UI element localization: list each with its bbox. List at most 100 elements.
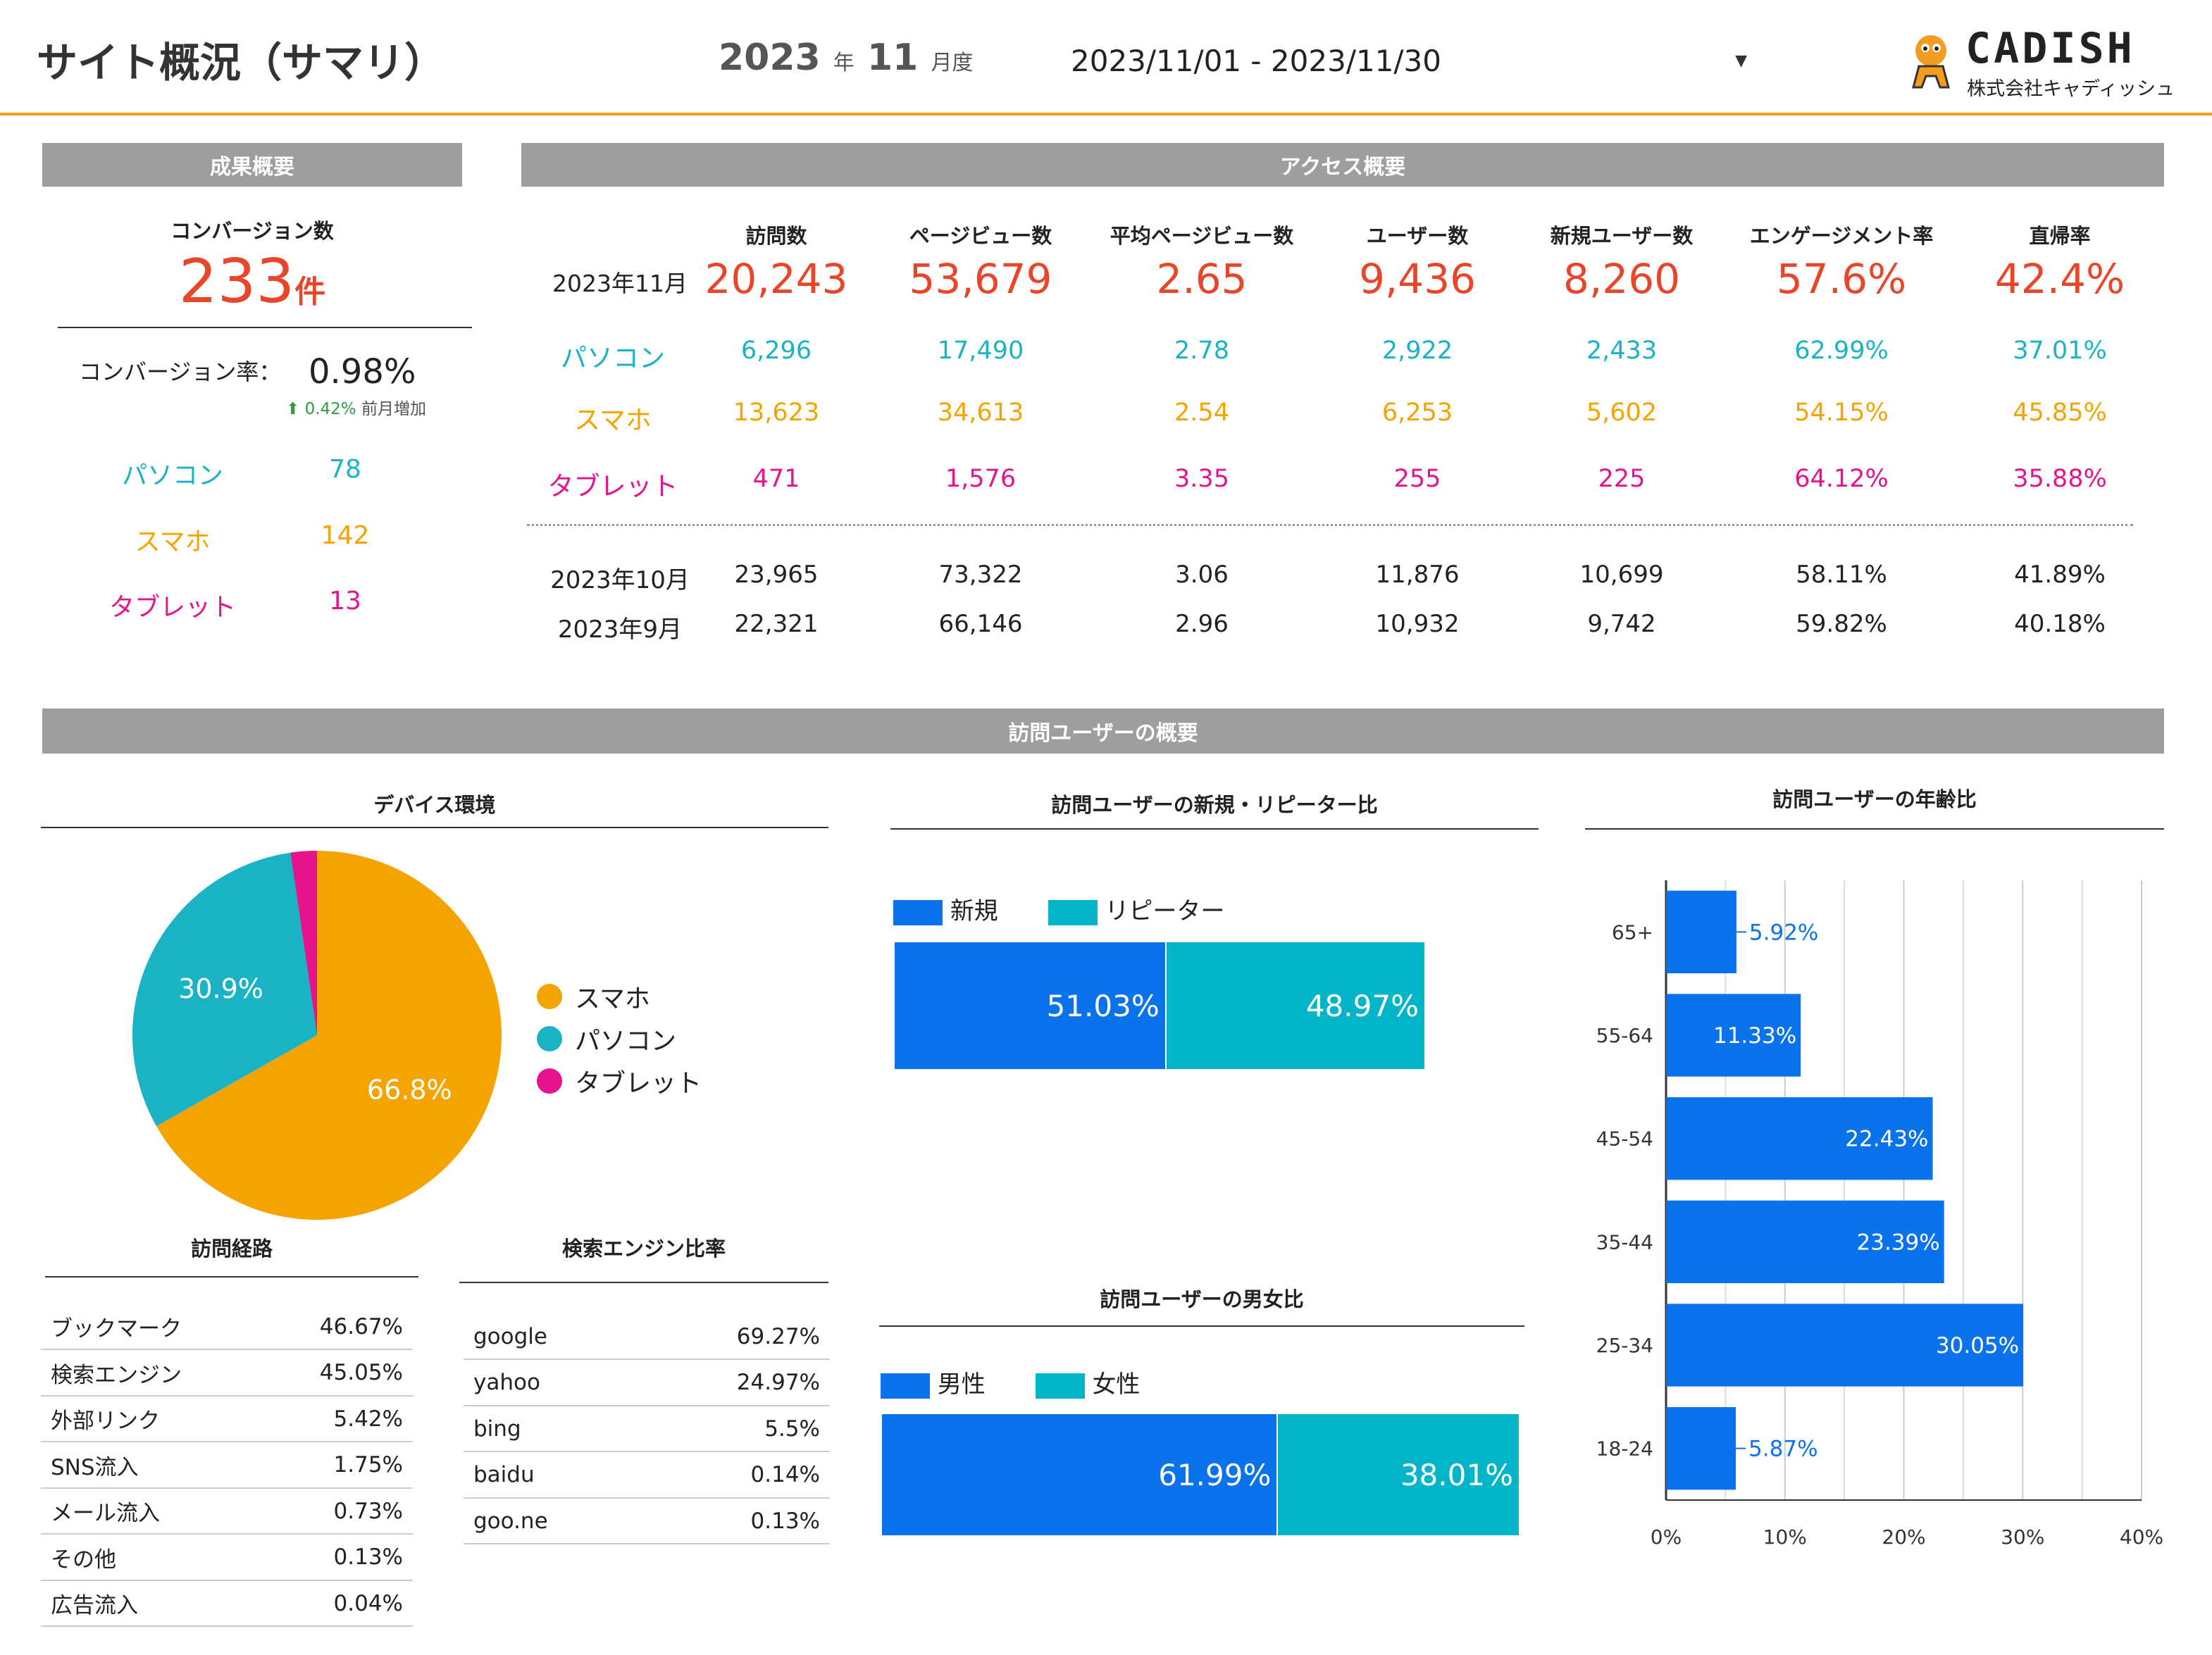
access-device-value: 64.12% bbox=[1794, 465, 1889, 493]
route-value: 45.05% bbox=[319, 1360, 403, 1385]
legend-label-new: 新規 bbox=[950, 897, 998, 925]
newrep-legend: 新規 リピーター bbox=[893, 892, 1224, 926]
cv-device-value-pc: 78 bbox=[329, 455, 361, 484]
mascot-icon bbox=[1912, 35, 1950, 89]
engine-value: 5.5% bbox=[764, 1416, 820, 1442]
newrep-stacked-bar: 51.03% 48.97% bbox=[895, 942, 1424, 1069]
device-chart-title: デバイス環境 bbox=[373, 793, 496, 817]
cvr-change-label: 前月増加 bbox=[361, 400, 426, 418]
age-category-label: 45-54 bbox=[1596, 1128, 1653, 1151]
stacked-bar-label: 51.03% bbox=[1046, 988, 1160, 1023]
age-bar-label: 5.87% bbox=[1748, 1437, 1818, 1462]
legend-label-female: 女性 bbox=[1092, 1370, 1141, 1399]
access-device-value: 6,296 bbox=[740, 337, 812, 365]
arrow-up-icon: ⬆ bbox=[286, 400, 300, 418]
year-value: 2023 bbox=[719, 37, 821, 79]
month-unit: 月度 bbox=[931, 51, 974, 75]
legend-label-tablet: タブレット bbox=[575, 1069, 702, 1098]
access-prev-label: 2023年9月 bbox=[557, 616, 683, 644]
route-row: 外部リンク 5.42% bbox=[41, 1397, 413, 1442]
legend-swatch-repeater bbox=[1048, 899, 1098, 925]
route-value: 46.67% bbox=[319, 1313, 403, 1339]
access-divider bbox=[527, 524, 2133, 526]
age-bar-label: 22.43% bbox=[1845, 1127, 1928, 1152]
date-range-selector[interactable]: 2023/11/01 - 2023/11/30 ▼ bbox=[1071, 39, 1747, 82]
route-name: SNS流入 bbox=[51, 1454, 139, 1480]
stacked-bar-segment: 61.99% bbox=[882, 1414, 1277, 1535]
engine-name: goo.ne bbox=[473, 1508, 548, 1534]
cv-device-value-sp: 142 bbox=[321, 521, 370, 550]
engine-value: 0.14% bbox=[750, 1462, 820, 1487]
age-bar bbox=[1666, 1407, 1736, 1490]
access-prev-value: 10,932 bbox=[1375, 610, 1460, 638]
stacked-bar-segment: 38.01% bbox=[1276, 1414, 1519, 1535]
access-device-label: スマホ bbox=[574, 405, 652, 435]
cv-device-label-tb: タブレット bbox=[108, 593, 236, 622]
age-bar bbox=[1666, 1097, 1933, 1180]
access-device-value: 471 bbox=[752, 465, 800, 493]
access-current-value: 42.4% bbox=[1994, 255, 2125, 303]
age-x-tick: 20% bbox=[1882, 1525, 1925, 1549]
engine-name: baidu bbox=[473, 1462, 535, 1487]
access-prev-value: 40.18% bbox=[2014, 610, 2106, 638]
age-bar-label: 5.92% bbox=[1749, 920, 1818, 945]
cv-device-value-tb: 13 bbox=[329, 587, 361, 616]
engine-row: yahoo 24.97% bbox=[464, 1361, 830, 1406]
access-device-value: 2.78 bbox=[1174, 337, 1229, 365]
newrep-chart-title: 訪問ユーザーの新規・リピーター比 bbox=[1051, 793, 1378, 817]
access-device-value: 2,922 bbox=[1381, 337, 1453, 365]
dropdown-arrow-icon[interactable]: ▼ bbox=[1735, 51, 1747, 70]
access-row-label-current: 2023年11月 bbox=[552, 270, 688, 297]
cv-divider bbox=[58, 327, 472, 328]
age-bar-label: 23.39% bbox=[1857, 1230, 1940, 1255]
access-current-value: 53,679 bbox=[909, 255, 1052, 303]
access-prev-value: 58.11% bbox=[1796, 561, 1887, 589]
access-device-value: 255 bbox=[1393, 465, 1441, 493]
age-category-label: 35-44 bbox=[1596, 1230, 1653, 1254]
age-bar bbox=[1666, 890, 1736, 973]
visitors-section-header: 訪問ユーザーの概要 bbox=[42, 708, 2164, 754]
access-device-value: 3.35 bbox=[1174, 465, 1229, 493]
access-device-label: タブレット bbox=[547, 471, 678, 501]
access-prev-value: 11,876 bbox=[1375, 561, 1460, 589]
access-current-value: 9,436 bbox=[1358, 255, 1477, 303]
access-device-value: 34,613 bbox=[937, 399, 1024, 427]
route-value: 5.42% bbox=[333, 1406, 403, 1432]
access-col-header: エンゲージメント率 bbox=[1749, 224, 1934, 248]
route-title-divider bbox=[45, 1276, 418, 1278]
access-col-header: 訪問数 bbox=[745, 224, 807, 248]
engine-title: 検索エンジン比率 bbox=[561, 1237, 726, 1261]
access-prev-value: 23,965 bbox=[734, 561, 819, 589]
access-device-value: 13,623 bbox=[733, 399, 820, 427]
stacked-bar-label: 38.01% bbox=[1400, 1457, 1513, 1492]
legend-item-smartphone: スマホ bbox=[537, 975, 702, 1018]
engine-row: goo.ne 0.13% bbox=[464, 1499, 830, 1544]
gender-legend: 男性 女性 bbox=[881, 1365, 1140, 1399]
legend-item-pc: パソコン bbox=[537, 1018, 702, 1060]
legend-dot-pc bbox=[537, 1026, 562, 1051]
access-prev-value: 59.82% bbox=[1796, 610, 1887, 638]
engine-value: 69.27% bbox=[736, 1323, 820, 1349]
access-device-value: 1,576 bbox=[945, 465, 1017, 493]
cv-total: 233件 bbox=[42, 246, 462, 317]
route-name: 広告流入 bbox=[51, 1593, 138, 1618]
cv-device-label-pc: パソコン bbox=[121, 461, 223, 490]
access-prev-label: 2023年10月 bbox=[550, 566, 690, 594]
access-col-header: 直帰率 bbox=[2029, 224, 2091, 248]
access-prev-value: 66,146 bbox=[938, 610, 1023, 638]
age-chart-title: 訪問ユーザーの年齢比 bbox=[1772, 787, 1977, 811]
device-pie-chart: 66.8% 30.9% bbox=[132, 851, 502, 1220]
cvr-value: 0.98% bbox=[309, 352, 416, 392]
access-device-label: パソコン bbox=[561, 343, 665, 373]
route-title: 訪問経路 bbox=[190, 1237, 273, 1261]
engine-title-divider bbox=[459, 1282, 828, 1283]
route-name: メール流入 bbox=[51, 1501, 160, 1526]
engine-row: google 69.27% bbox=[464, 1314, 830, 1360]
legend-dot-tablet bbox=[537, 1068, 562, 1094]
results-section-header: 成果概要 bbox=[42, 143, 462, 187]
legend-label-male: 男性 bbox=[937, 1370, 986, 1399]
engine-name: yahoo bbox=[473, 1370, 540, 1395]
stacked-bar-segment: 51.03% bbox=[895, 942, 1165, 1069]
access-current-value: 57.6% bbox=[1776, 255, 1907, 303]
newrep-title-divider bbox=[890, 828, 1539, 830]
